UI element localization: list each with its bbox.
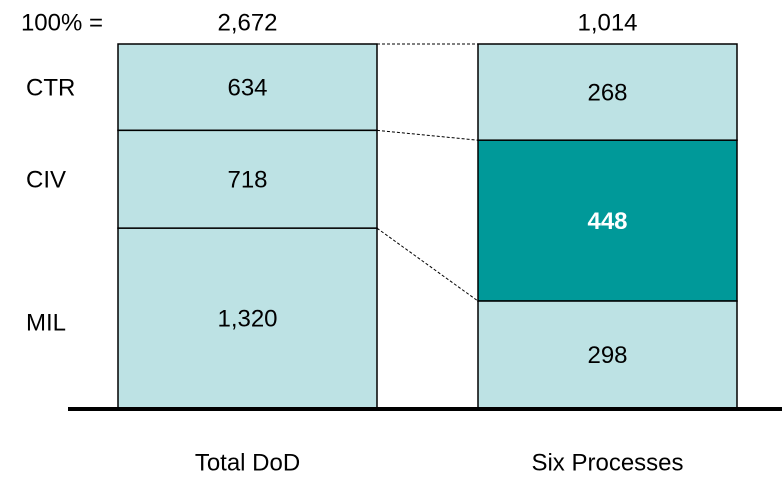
bar-segment [477,139,738,302]
connector [376,227,479,302]
bar-segment [117,227,378,409]
x-tick-label: Total DoD [195,449,300,476]
x-tick-label: Six Processes [531,449,683,476]
value-label: 298 [587,342,627,369]
connector [376,129,479,141]
bar-segment [477,300,738,409]
total-value: 2,672 [217,9,277,36]
bar-segment [477,43,738,141]
value-label: 634 [227,75,267,102]
total-value: 1,014 [577,9,637,36]
value-label: 718 [227,167,267,194]
value-label: 448 [587,208,627,235]
bar-segment [117,129,378,229]
value-label: 268 [587,79,627,106]
bar-segment [117,43,378,132]
series-label: CIV [26,167,66,194]
series-label: CTR [26,75,75,102]
total-label: 100% = [21,9,103,36]
series-label: MIL [26,309,66,336]
value-label: 1,320 [217,305,277,332]
